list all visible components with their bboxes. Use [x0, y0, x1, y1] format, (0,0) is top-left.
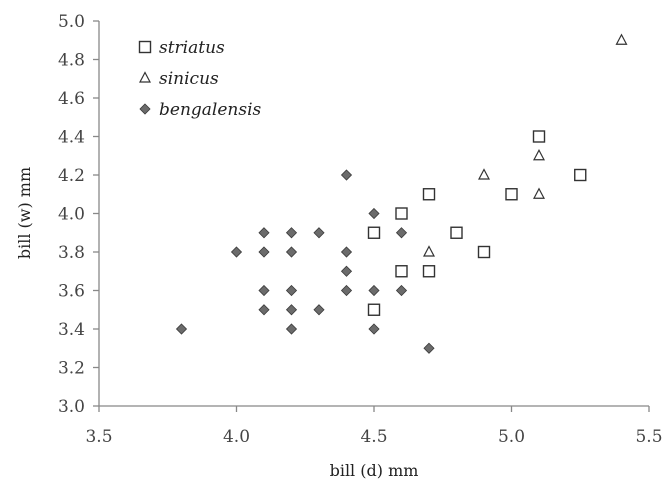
bengalensis-point — [175, 323, 188, 335]
striatus-point — [532, 130, 546, 143]
striatus-point — [367, 226, 381, 239]
y-tick-label: 4.4 — [58, 128, 85, 148]
x-tick-label: 3.5 — [85, 427, 112, 447]
sinicus-point — [533, 187, 545, 199]
data-points — [175, 33, 628, 354]
y-axis-ticks: 3.0 3.2 3.4 3.6 3.8 4.0 4.2 4.4 4.6 4.8 5.0 — [58, 12, 99, 417]
bengalensis-point — [340, 265, 353, 277]
bengalensis-point — [258, 227, 270, 239]
sinicus-point — [423, 245, 435, 257]
striatus-point — [422, 188, 436, 201]
y-tick-label: 3.0 — [58, 397, 85, 417]
sinicus-point — [533, 148, 545, 161]
y-tick-label: 5.0 — [58, 12, 85, 32]
bengalensis-point — [313, 304, 325, 316]
bengalensis-point — [423, 342, 435, 354]
legend-label-striatus: striatus — [159, 38, 225, 58]
legend-marker-striatus — [138, 40, 152, 54]
bengalensis-point — [258, 246, 270, 258]
legend-marker-bengalensis — [139, 103, 151, 115]
striatus-point — [574, 168, 587, 182]
bengalensis-point — [368, 323, 380, 335]
bengalensis-point — [340, 284, 353, 297]
legend: striatus sinicus bengalensis — [138, 38, 262, 120]
bengalensis-point — [285, 246, 298, 258]
bengalensis-point — [230, 246, 243, 258]
sinicus-point — [615, 33, 628, 45]
bengalensis-point — [368, 284, 380, 297]
bengalensis-point — [395, 284, 408, 297]
bengalensis-point — [285, 304, 298, 316]
striatus-point — [505, 188, 518, 201]
bengalensis-point — [285, 227, 298, 239]
striatus-point — [422, 265, 436, 278]
y-tick-label: 3.6 — [58, 282, 85, 302]
bengalensis-point — [368, 207, 380, 220]
striatus-point — [367, 303, 381, 316]
y-tick-label: 4.8 — [58, 51, 85, 71]
bengalensis-point — [285, 323, 298, 335]
x-axis-ticks: 3.5 4.0 4.5 5.0 5.5 — [85, 406, 663, 447]
y-tick-label: 4.2 — [58, 166, 85, 186]
striatus-point — [450, 226, 463, 239]
striatus-point — [395, 207, 408, 220]
bengalensis-point — [285, 284, 298, 297]
x-tick-label: 4.5 — [360, 427, 387, 447]
y-tick-label: 4.0 — [58, 205, 85, 225]
y-tick-label: 3.2 — [58, 359, 85, 379]
y-tick-label: 3.4 — [58, 320, 85, 340]
x-tick-label: 5.0 — [498, 427, 525, 447]
x-axis-title: bill (d) mm — [330, 461, 419, 480]
bengalensis-point — [258, 284, 270, 297]
x-tick-label: 5.5 — [635, 427, 662, 447]
striatus-point — [395, 265, 408, 278]
legend-label-bengalensis: bengalensis — [159, 100, 262, 120]
y-axis-title: bill (w) mm — [15, 167, 34, 259]
bengalensis-point — [340, 169, 353, 181]
bengalensis-point — [340, 246, 353, 258]
x-tick-label: 4.0 — [223, 427, 250, 447]
bengalensis-point — [395, 227, 408, 239]
striatus-point — [477, 245, 491, 259]
y-tick-label: 3.8 — [58, 243, 85, 263]
legend-label-sinicus: sinicus — [159, 69, 219, 89]
bengalensis-point — [258, 304, 270, 316]
y-tick-label: 4.6 — [58, 89, 85, 109]
sinicus-point — [478, 168, 490, 180]
legend-marker-sinicus — [139, 71, 151, 83]
bengalensis-point — [313, 227, 325, 239]
